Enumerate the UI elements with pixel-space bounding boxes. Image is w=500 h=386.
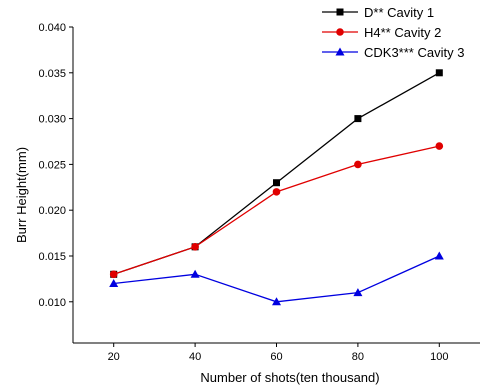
data-point	[354, 115, 362, 123]
x-tick-label: 60	[270, 351, 282, 363]
legend-marker	[336, 8, 344, 16]
data-point	[109, 270, 118, 279]
y-tick-label: 0.010	[38, 297, 66, 309]
y-tick-label: 0.015	[38, 251, 66, 263]
x-tick-label: 20	[108, 351, 120, 363]
series-line	[113, 72, 440, 275]
data-point	[435, 142, 444, 150]
legend-label: H4** Cavity 2	[364, 25, 441, 40]
data-point	[272, 188, 281, 196]
data-point	[191, 243, 199, 251]
x-axis-label: Number of shots(ten thousand)	[200, 370, 379, 385]
legend-marker	[336, 28, 344, 36]
data-point	[434, 251, 444, 260]
data-point	[353, 288, 363, 297]
x-axis-ticks: 20 40 60 80 100	[108, 343, 448, 363]
x-tick-label: 80	[352, 351, 364, 363]
y-tick-label: 0.020	[38, 205, 66, 217]
series-line	[113, 255, 440, 303]
series-2	[109, 142, 444, 279]
data-point	[435, 69, 443, 77]
legend: D** Cavity 1 H4** Cavity 2 CDK3*** Cavity …	[322, 5, 464, 60]
series-group	[109, 69, 444, 306]
y-tick-label: 0.030	[38, 114, 66, 126]
y-tick-label: 0.025	[38, 159, 66, 171]
data-point	[273, 179, 280, 187]
legend-item: D** Cavity 1	[322, 5, 434, 20]
legend-label: D** Cavity 1	[364, 5, 434, 20]
series-3	[109, 251, 444, 306]
data-point	[272, 297, 281, 306]
y-tick-label: 0.040	[38, 22, 66, 34]
data-point	[354, 160, 362, 169]
data-point	[109, 278, 119, 287]
x-tick-label: 100	[430, 351, 448, 363]
x-tick-label: 40	[189, 351, 201, 363]
data-point	[190, 269, 200, 278]
series-line	[113, 145, 440, 275]
series-1	[110, 69, 443, 278]
legend-label: CDK3*** Cavity 3	[364, 45, 464, 60]
legend-item: CDK3*** Cavity 3	[322, 45, 464, 60]
y-axis-label: Burr Height(mm)	[14, 147, 29, 243]
y-axis-ticks: 0.010 0.015 0.020 0.025 0.030 0.035 0.040	[38, 22, 73, 309]
legend-marker	[335, 47, 345, 56]
y-tick-label: 0.035	[38, 68, 66, 80]
legend-item: H4** Cavity 2	[322, 25, 441, 40]
